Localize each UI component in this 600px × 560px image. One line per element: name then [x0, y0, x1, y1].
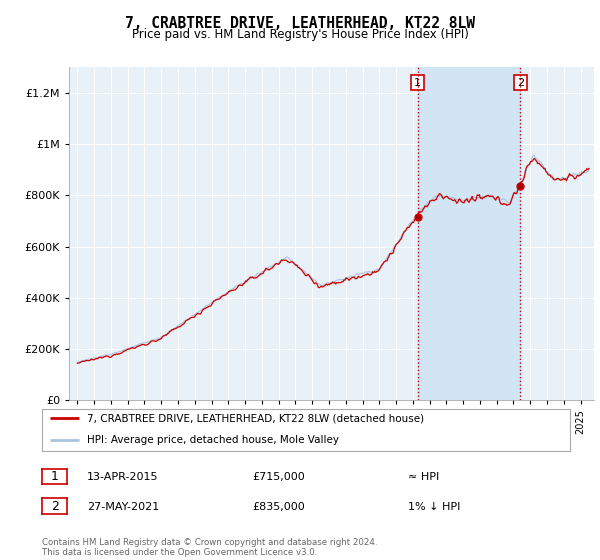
Text: 13-APR-2015: 13-APR-2015 [87, 472, 158, 482]
Bar [418, 67, 520, 400]
Text: Price paid vs. HM Land Registry's House Price Index (HPI): Price paid vs. HM Land Registry's House … [131, 28, 469, 41]
Text: HPI: Average price, detached house, Mole Valley: HPI: Average price, detached house, Mole… [87, 435, 339, 445]
Text: Contains HM Land Registry data © Crown copyright and database right 2024.
This d: Contains HM Land Registry data © Crown c… [42, 538, 377, 557]
Text: 27-MAY-2021: 27-MAY-2021 [87, 502, 159, 512]
Text: £715,000: £715,000 [252, 472, 305, 482]
Text: ≈ HPI: ≈ HPI [408, 472, 439, 482]
Text: 1: 1 [414, 78, 421, 87]
Text: £835,000: £835,000 [252, 502, 305, 512]
Text: 7, CRABTREE DRIVE, LEATHERHEAD, KT22 8LW (detached house): 7, CRABTREE DRIVE, LEATHERHEAD, KT22 8LW… [87, 413, 424, 423]
Text: 1: 1 [50, 470, 59, 483]
Text: 1% ↓ HPI: 1% ↓ HPI [408, 502, 460, 512]
Text: 2: 2 [517, 78, 524, 87]
Text: 7, CRABTREE DRIVE, LEATHERHEAD, KT22 8LW: 7, CRABTREE DRIVE, LEATHERHEAD, KT22 8LW [125, 16, 475, 31]
Text: 2: 2 [50, 500, 59, 513]
